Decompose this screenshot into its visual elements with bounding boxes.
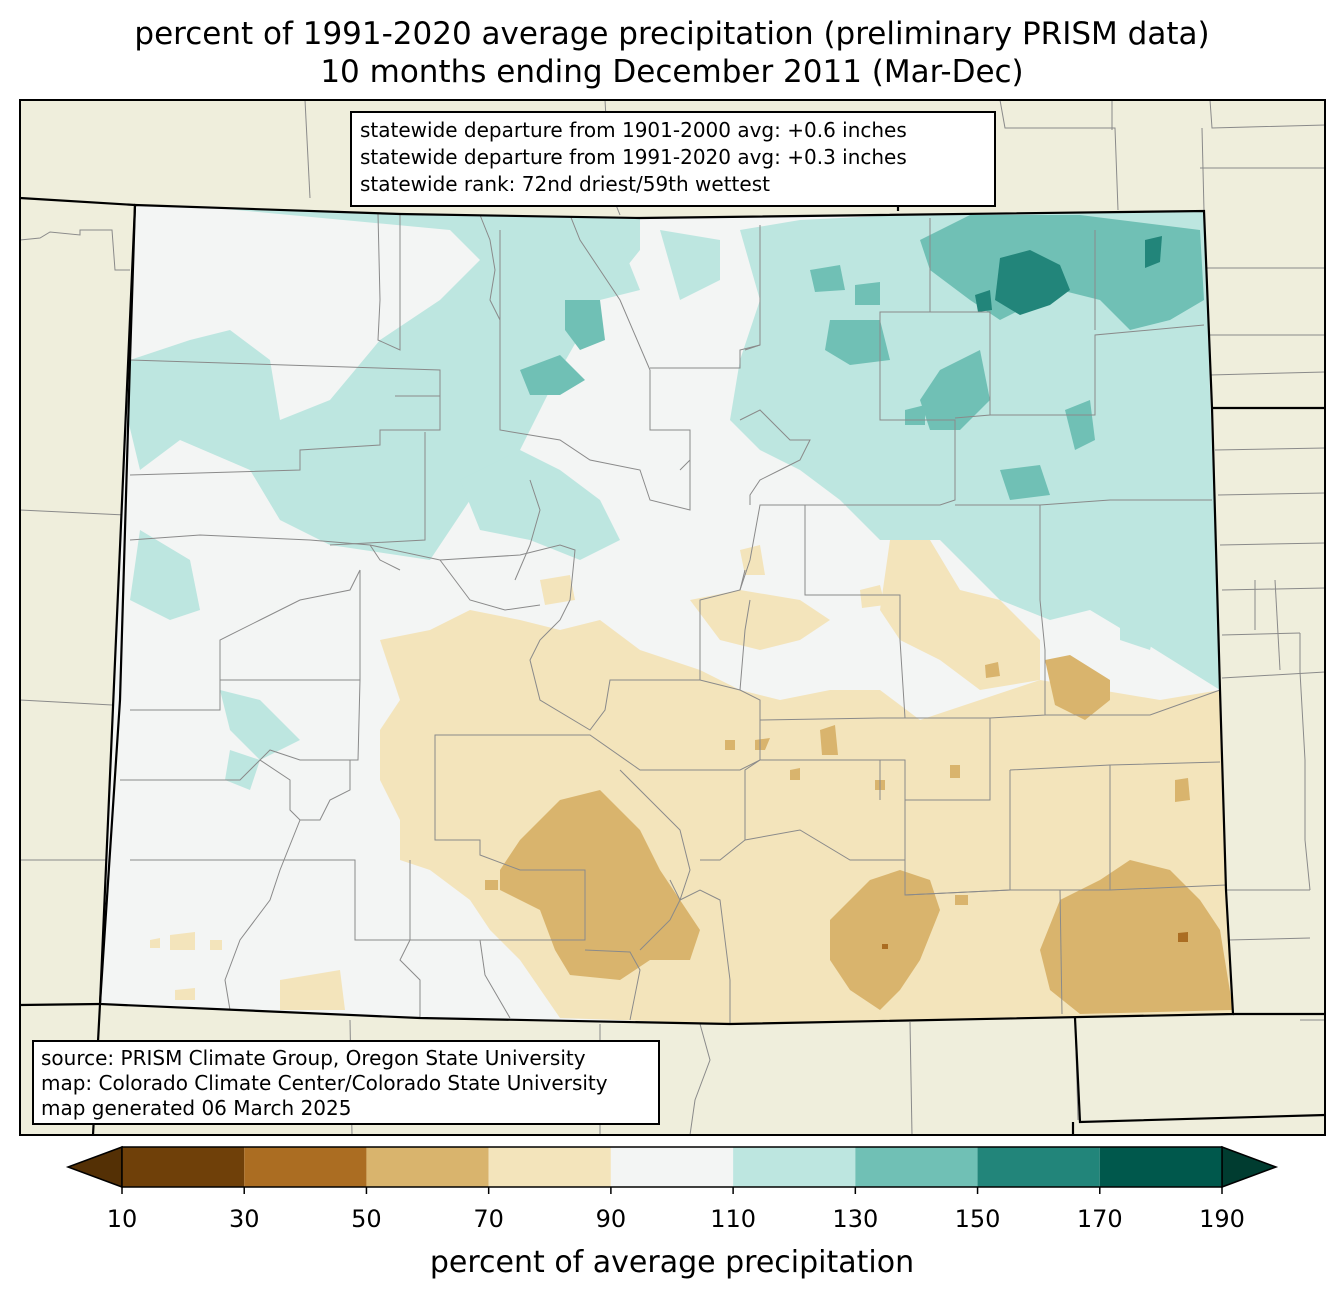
colorbar-title: percent of average precipitation [429,1245,915,1280]
colorbar-tick-label: 150 [954,1205,1001,1233]
colorbar-bin [610,1147,734,1187]
colorbar-outline [121,1146,1223,1188]
map-frame [19,99,1326,1136]
colorbar-tick-label: 130 [832,1205,879,1233]
colorbar [65,1145,1279,1194]
colorbar-tick-label: 30 [228,1205,260,1233]
colorbar-tick-label: 70 [473,1205,504,1233]
stats-rank: statewide rank: 72nd driest/59th wettest [360,172,770,196]
colorbar-tick-label: 170 [1076,1205,1123,1233]
colorbar-bin [244,1147,367,1187]
county-lines [120,213,1227,1024]
colorbar-tick-label: 90 [595,1205,627,1233]
source-generated-date: map generated 06 March 2025 [41,1096,352,1120]
colorbar-bin [1099,1147,1222,1187]
map-title: percent of 1991-2020 average precipitati… [134,16,1210,52]
outside-county-lines [20,100,1325,1135]
stats-departure-1901-2000: statewide departure from 1901-2000 avg: … [360,118,907,142]
stats-departure-1991-2020: statewide departure from 1991-2020 avg: … [360,145,907,169]
colorbar-tick-label: 110 [710,1205,757,1233]
colorbar-bin [855,1147,978,1187]
source-box: source: PRISM Climate Group, Oregon Stat… [32,1040,660,1125]
colorbar-under-arrow [65,1145,123,1189]
colorbar-bin [977,1147,1100,1187]
colorbar-bin [366,1147,489,1187]
colorbar-bin [733,1147,856,1187]
colorbar-over-arrow [1221,1145,1279,1189]
source-prism: source: PRISM Climate Group, Oregon Stat… [41,1046,586,1070]
colorbar-tick-label: 10 [106,1205,138,1233]
colorbar-tick-label: 190 [1199,1205,1245,1233]
precipitation-field [100,205,1233,1024]
colorbar-tick-label: 50 [351,1205,382,1233]
map-subtitle: 10 months ending December 2011 (Mar-Dec) [320,54,1024,90]
statewide-stats-box: statewide departure from 1901-2000 avg: … [350,111,996,207]
colorbar-bin [488,1147,611,1187]
colorbar-bin [122,1147,245,1187]
source-map-credit: map: Colorado Climate Center/Colorado St… [41,1071,608,1095]
